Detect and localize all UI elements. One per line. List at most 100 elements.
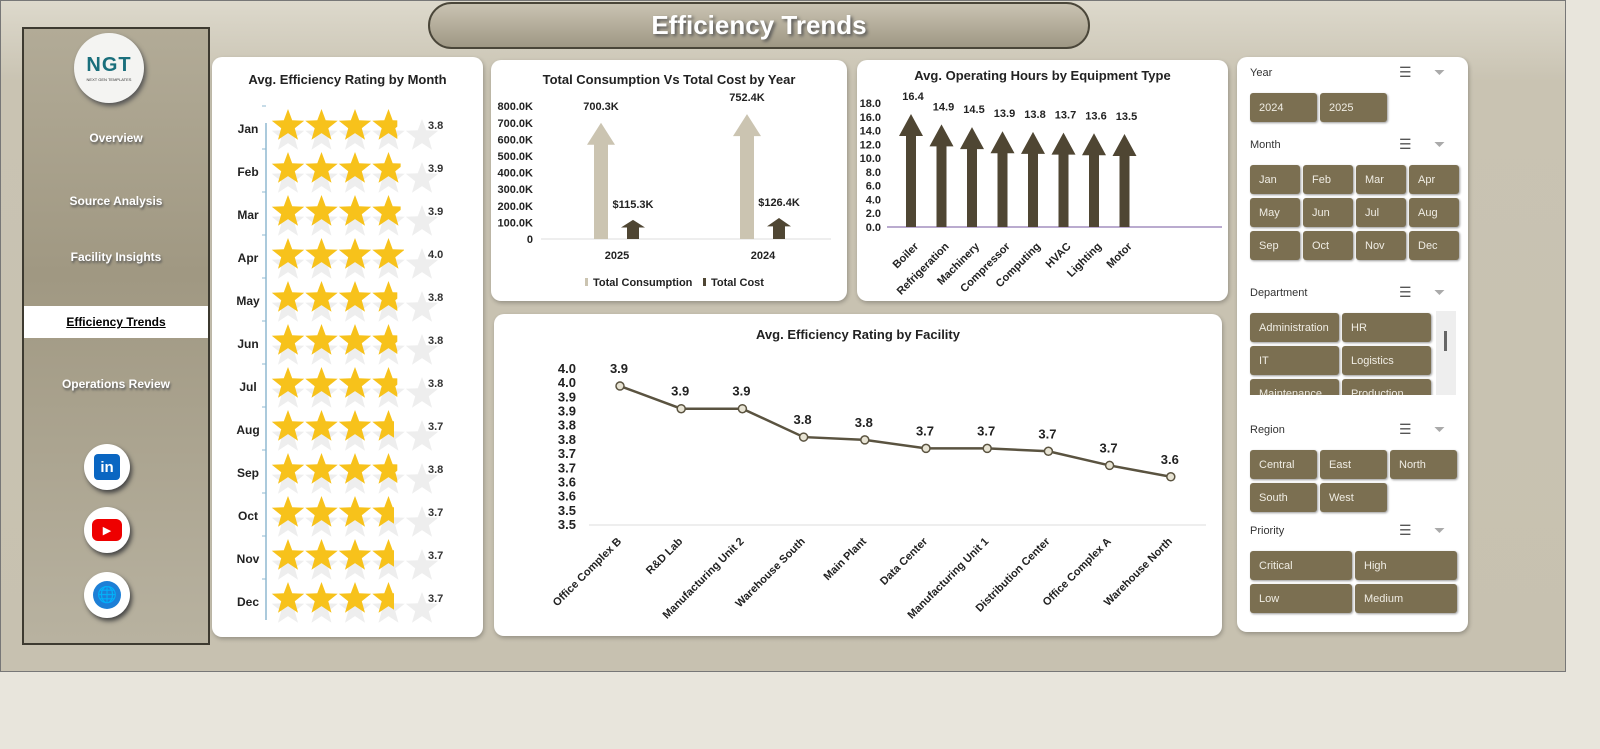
linkedin-icon: in [94,454,120,480]
star-icon [338,410,372,441]
star-icon [305,324,338,355]
data-label: 3.9 [671,384,689,399]
slicer-item[interactable]: 2024 [1250,93,1317,122]
star-shadow-icon [338,592,372,623]
clear-filter-icon[interactable]: ⏷ [1434,284,1446,300]
slicer-item[interactable]: East [1320,450,1387,479]
cost-arrow-bar [621,219,645,239]
slicer-item[interactable]: Production [1342,379,1431,395]
star-icon [338,539,372,570]
slicer-header-month: Month [1250,139,1281,151]
star-icon [305,238,338,269]
x-tick-label: Main Plant [822,535,870,583]
star-icon [372,453,398,484]
star-shadow-icon [372,162,405,193]
slicer-item[interactable]: Critical [1250,551,1352,580]
clear-filter-icon[interactable]: ⏷ [1434,64,1446,80]
slicer-item[interactable]: West [1320,483,1387,512]
slicer-item[interactable]: Jan [1250,165,1300,194]
data-label: 3.7 [428,421,443,433]
y-tick-label: 300.0K [498,184,534,196]
scrollbar-thumb[interactable] [1444,331,1447,351]
y-tick-label: 14.0 [860,126,881,138]
nav-facility-insights[interactable]: Facility Insights [70,250,162,264]
data-point [798,432,809,442]
star-rating-bar [271,324,398,355]
slicer-item[interactable]: Jun [1303,198,1353,227]
slicer-item[interactable]: 2025 [1320,93,1387,122]
youtube-button[interactable]: ▶ [84,507,130,553]
data-label: 16.4 [902,91,924,103]
star-shadow-icon [372,248,405,279]
slicer-item[interactable]: Aug [1409,198,1459,227]
slicer-item[interactable]: Central [1250,450,1317,479]
slicer-item[interactable]: Dec [1409,231,1459,260]
x-tick-label: 2025 [605,250,629,262]
nav-overview[interactable]: Overview [89,131,143,145]
clear-filter-icon[interactable]: ⏷ [1434,421,1446,437]
legend-label: Total Consumption [593,277,693,289]
multi-select-icon[interactable]: ☰ [1399,421,1412,437]
nav-efficiency-trends[interactable]: Efficiency Trends [24,306,208,338]
slicer-header-department: Department [1250,287,1308,299]
star-shadow-icon [405,334,439,365]
slicer-item[interactable]: High [1355,551,1457,580]
multi-select-icon[interactable]: ☰ [1399,136,1412,152]
star-shadow-icon [372,334,405,365]
slicer-item[interactable]: Administration [1250,313,1339,342]
slicer-item[interactable]: Apr [1409,165,1459,194]
slicer-item[interactable]: South [1250,483,1317,512]
slicer-item[interactable]: Mar [1356,165,1406,194]
chart-title: Total Consumption Vs Total Cost by Year [542,72,796,87]
star-icon [271,238,305,269]
clear-filter-icon[interactable]: ⏷ [1434,136,1446,152]
slicer-item[interactable]: May [1250,198,1300,227]
data-label: 752.4K [729,92,765,104]
y-tick-label: 700.0K [498,118,534,130]
slicer-item[interactable]: Oct [1303,231,1353,260]
star-icon [338,195,372,226]
x-tick-label: 2024 [751,250,776,262]
clear-filter-icon[interactable]: ⏷ [1434,522,1446,538]
star-shadow-icon [338,420,372,451]
facility-line-chart: 3.53.53.63.63.73.73.83.83.93.94.04.0 3.9O… [551,361,1206,621]
star-rating-chart: Jan 3.8 Feb 3.9 Mar 3.9 Apr 4.0 May 3.8 Jun 3.8 Jul 3… [236,105,443,623]
multi-select-icon[interactable]: ☰ [1399,284,1412,300]
slicer-header-year: Year [1250,67,1273,79]
star-shadow-icon [338,291,372,322]
slicer-item[interactable]: IT [1250,346,1339,375]
slicer-item[interactable]: Feb [1303,165,1353,194]
slicer-item[interactable]: Low [1250,584,1352,613]
data-label: 3.8 [428,335,443,347]
star-icon [338,281,372,312]
slicer-items: Critical High Low Medium [1237,549,1468,749]
multi-select-icon[interactable]: ☰ [1399,64,1412,80]
slicer-item[interactable]: HR [1342,313,1431,342]
star-shadow-icon [372,463,405,494]
slicer-items: Jan Feb Mar Apr May Jun Jul Aug Sep Oct Nov Dec [1237,163,1468,363]
star-shadow-icon [338,377,372,408]
star-icon [271,410,305,441]
x-tick-label: Data Center [878,535,931,588]
slicer-item[interactable]: Sep [1250,231,1300,260]
star-shadow-icon [271,334,305,365]
multi-select-icon[interactable]: ☰ [1399,522,1412,538]
slicer-item[interactable]: Medium [1355,584,1457,613]
slicer-item[interactable]: Logistics [1342,346,1431,375]
nav-source-analysis[interactable]: Source Analysis [69,194,163,208]
slicer-scrollbar[interactable] [1436,311,1456,395]
star-rating-bar [271,195,401,226]
logo-text: NGT [86,54,132,76]
star-icon [338,453,372,484]
linkedin-button[interactable]: in [84,444,130,490]
website-button[interactable]: 🌐 [84,572,130,618]
star-shadow-icon [405,549,439,580]
slicer-item[interactable]: Jul [1356,198,1406,227]
data-label: 13.5 [1116,111,1137,123]
star-icon [271,367,305,398]
nav-operations-review[interactable]: Operations Review [61,377,171,391]
slicer-item[interactable]: Maintenance [1250,379,1339,395]
arrow-bar [1021,131,1045,227]
slicer-item[interactable]: North [1390,450,1457,479]
slicer-item[interactable]: Nov [1356,231,1406,260]
